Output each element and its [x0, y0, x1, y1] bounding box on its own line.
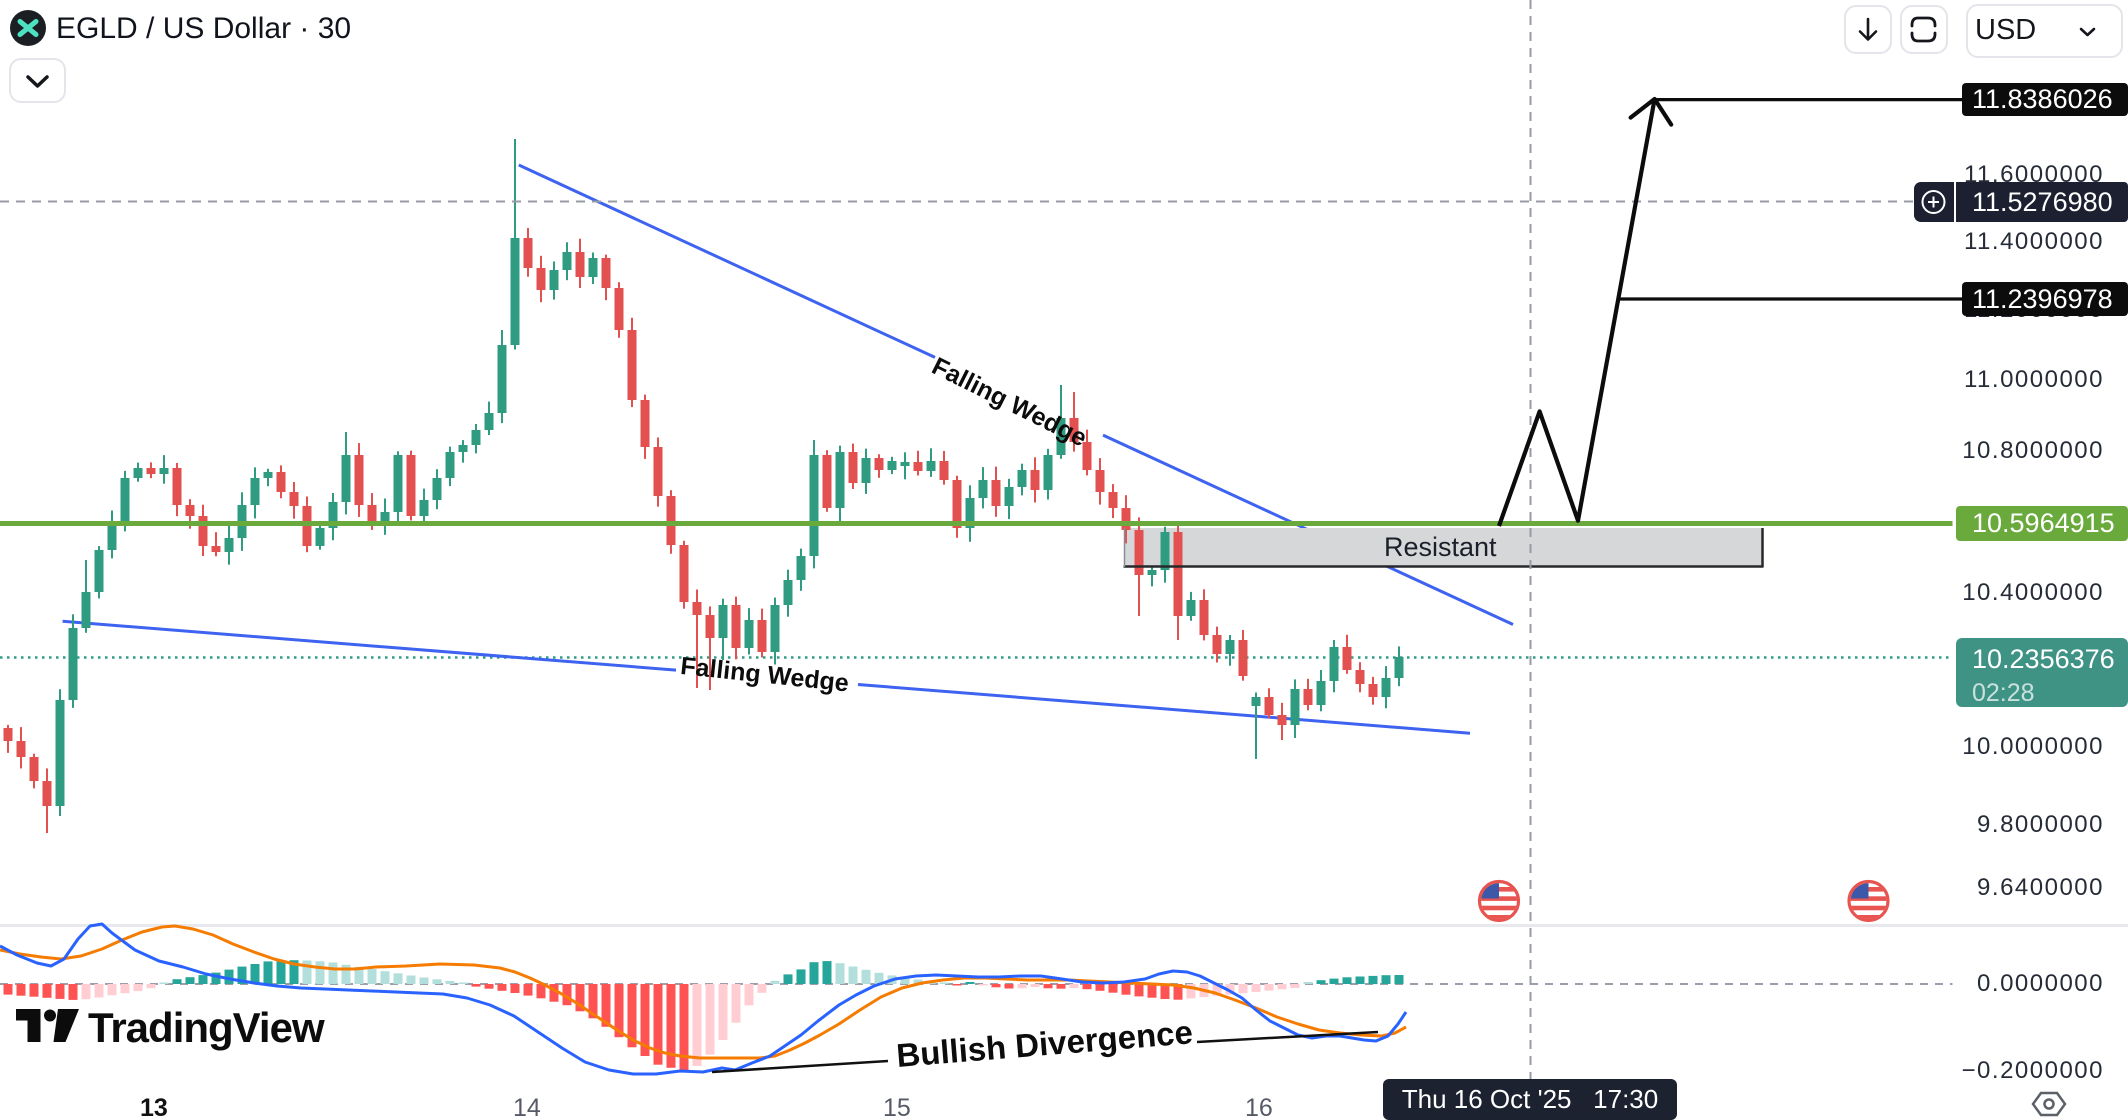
- svg-text:TradingView: TradingView: [88, 1006, 325, 1051]
